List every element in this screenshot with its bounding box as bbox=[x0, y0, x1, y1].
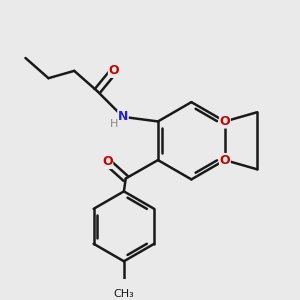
Text: O: O bbox=[109, 64, 119, 77]
Text: N: N bbox=[118, 110, 128, 123]
Text: O: O bbox=[220, 115, 230, 128]
Text: H: H bbox=[110, 119, 118, 129]
Text: O: O bbox=[102, 155, 113, 168]
Text: O: O bbox=[220, 154, 230, 166]
Text: CH₃: CH₃ bbox=[113, 289, 134, 299]
